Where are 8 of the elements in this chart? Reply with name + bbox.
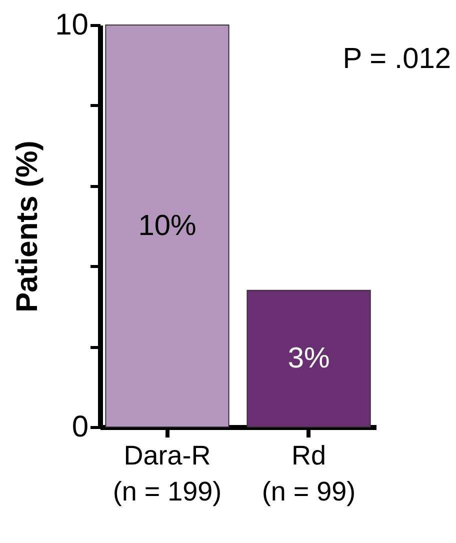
annotation: P = .012 [342, 43, 451, 75]
y-tick-label: 10 [55, 8, 88, 42]
data-label: 3% [288, 342, 330, 375]
data-label: 10% [138, 210, 196, 242]
x-tick-label: Rd (n = 99) [262, 440, 356, 506]
y-tick-label: 0 [72, 410, 88, 444]
y-axis-title: Patients (%) [11, 140, 44, 312]
x-tick-label: Dara-R (n = 199) [112, 440, 222, 506]
